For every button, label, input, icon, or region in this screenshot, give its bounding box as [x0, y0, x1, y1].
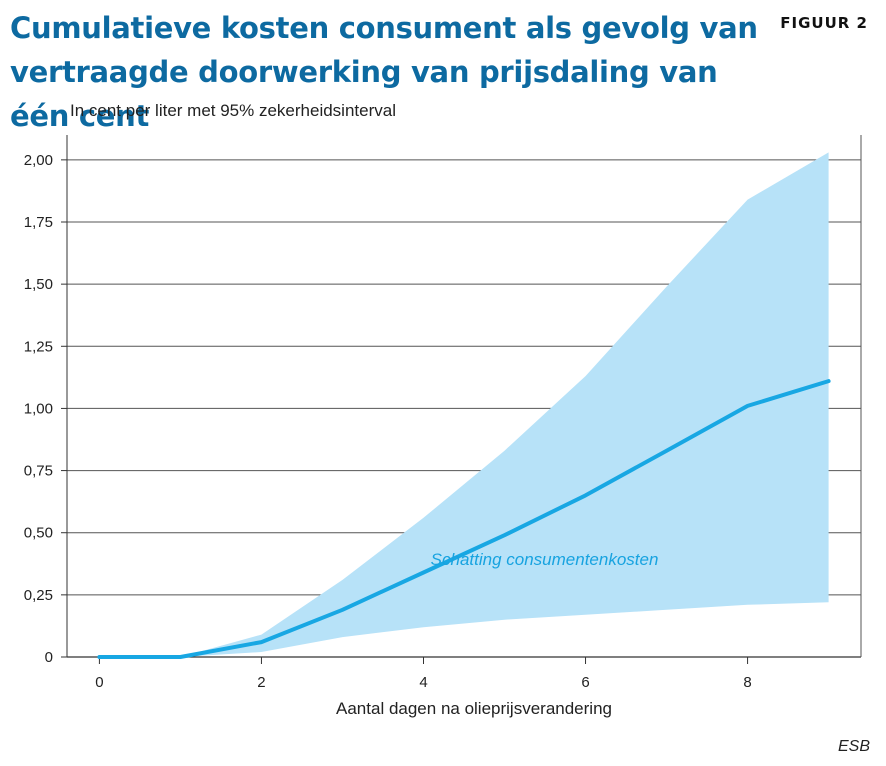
- confidence-band-layer: [99, 152, 829, 657]
- x-axis-title: Aantal dagen na olieprijsverandering: [336, 699, 612, 718]
- y-tick-label: 0,50: [24, 525, 53, 542]
- y-axis-unit-label: In cent per liter met 95% zekerheidsinte…: [70, 101, 396, 120]
- y-tick-label: 1,00: [24, 400, 53, 417]
- y-tick-label: 0,25: [24, 587, 53, 604]
- x-tick-label: 6: [581, 674, 589, 691]
- x-tick-label: 2: [257, 674, 265, 691]
- y-tick-label: 2,00: [24, 152, 53, 169]
- y-tick-label: 1,75: [24, 214, 53, 231]
- series-line-consumentenkosten: [97, 379, 831, 659]
- tick-labels: 0 0,25 0,50 0,75 1,00 1,25 1,50 1,75 2,00 0 2 4 6 8: [24, 152, 752, 691]
- y-tick-label: 1,25: [24, 338, 53, 355]
- chart-title: Cumulatieve kosten consument als gevolg …: [10, 11, 758, 133]
- x-tick-label: 0: [95, 674, 103, 691]
- y-tick-label: 0,75: [24, 463, 53, 480]
- y-tick-label: 0: [45, 649, 53, 666]
- x-tick-label: 8: [743, 674, 751, 691]
- axes: [61, 135, 862, 664]
- confidence-interval-band: [99, 152, 829, 657]
- x-tick-label: 4: [419, 674, 427, 691]
- series-layer: [97, 379, 831, 659]
- figure-label: FIGUUR 2: [780, 14, 868, 32]
- y-tick-label: 1,50: [24, 276, 53, 293]
- source-label: ESB: [837, 738, 870, 755]
- series-annotation: Schatting consumentenkosten: [431, 550, 659, 569]
